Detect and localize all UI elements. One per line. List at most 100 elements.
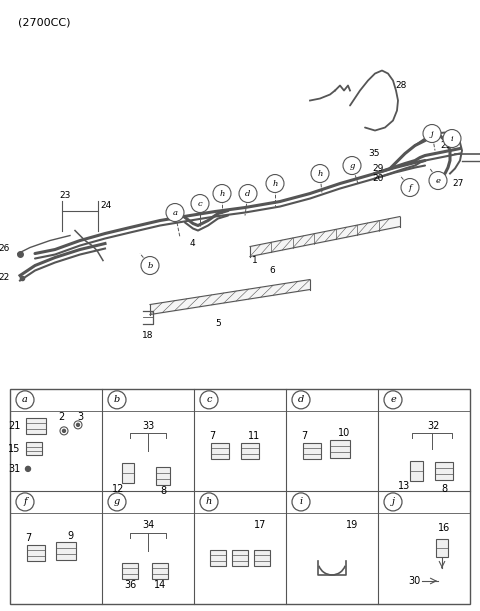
Circle shape [141,257,159,274]
Text: 25: 25 [440,141,451,150]
Text: 28: 28 [395,81,407,90]
Text: d: d [245,189,251,197]
Text: 5: 5 [215,319,221,328]
Bar [27,545,45,561]
Text: j: j [392,497,395,507]
Text: h: h [317,169,323,178]
Text: j: j [431,130,433,137]
Text: 20: 20 [372,174,384,183]
Bar [211,443,229,459]
Circle shape [311,164,329,183]
Text: 6: 6 [269,266,275,275]
Text: 7: 7 [209,431,215,441]
Text: 14: 14 [154,580,166,590]
Bar [330,440,350,458]
Text: 12: 12 [112,484,124,494]
Circle shape [16,493,34,511]
Text: 36: 36 [124,580,136,590]
Text: a: a [172,208,178,216]
Text: 8: 8 [441,484,447,494]
Text: 17: 17 [254,520,266,530]
Text: 1: 1 [252,256,258,265]
Text: 16: 16 [438,523,450,533]
Text: 35: 35 [368,149,380,158]
Bar [156,467,170,485]
Text: i: i [451,134,453,142]
Text: 13: 13 [398,481,410,491]
Bar [436,539,448,557]
Circle shape [292,391,310,409]
Bar [232,550,248,566]
Text: (2700CC): (2700CC) [18,18,71,27]
Circle shape [76,423,80,426]
Circle shape [200,391,218,409]
Text: 11: 11 [248,431,260,441]
Text: 7: 7 [301,431,307,441]
Text: f: f [23,497,27,507]
Text: 31: 31 [8,464,20,474]
Text: g: g [114,497,120,507]
Bar [122,463,134,483]
Bar [56,542,76,560]
Text: 8: 8 [160,486,166,496]
Bar [435,462,453,480]
Circle shape [166,203,184,222]
Circle shape [423,125,441,142]
Circle shape [200,493,218,511]
Circle shape [384,493,402,511]
Circle shape [239,185,257,202]
Bar [152,563,168,579]
Circle shape [108,391,126,409]
Text: 19: 19 [346,520,358,530]
Text: 27: 27 [452,179,463,188]
Text: 32: 32 [428,421,440,431]
Bar [26,418,46,434]
Circle shape [292,493,310,511]
Circle shape [384,391,402,409]
Bar [303,443,321,459]
Text: d: d [298,395,304,404]
Text: 9: 9 [67,531,73,541]
Text: 4: 4 [189,239,195,248]
Text: 21: 21 [8,421,20,431]
Bar [409,461,422,481]
Text: c: c [198,200,203,208]
Text: a: a [22,395,28,404]
Text: 2: 2 [58,412,64,422]
Text: h: h [206,497,212,507]
Text: i: i [300,497,302,507]
Circle shape [343,156,361,175]
Circle shape [16,391,34,409]
Text: f: f [408,183,411,191]
Text: 15: 15 [8,444,20,454]
Text: 10: 10 [338,428,350,438]
Bar [241,443,259,459]
Text: 33: 33 [142,421,154,431]
Circle shape [25,466,31,472]
Text: 22: 22 [0,273,10,282]
Text: e: e [390,395,396,404]
Text: 7: 7 [25,533,31,543]
Text: 30: 30 [408,576,420,586]
Text: c: c [206,395,212,404]
Text: g: g [349,161,355,169]
Text: e: e [435,177,441,185]
Bar [122,563,138,579]
Text: 24: 24 [100,201,111,210]
Text: b: b [147,262,153,269]
Circle shape [108,493,126,511]
Text: h: h [272,180,278,188]
Circle shape [443,130,461,147]
Bar [254,550,270,566]
Circle shape [401,178,419,197]
Text: 18: 18 [142,331,154,340]
Circle shape [62,430,65,433]
Text: 3: 3 [77,412,83,422]
Text: b: b [114,395,120,404]
Bar [26,442,42,455]
Bar [210,550,226,566]
Text: 23: 23 [60,191,71,200]
Text: 29: 29 [372,164,384,173]
Circle shape [429,172,447,189]
Circle shape [266,175,284,192]
